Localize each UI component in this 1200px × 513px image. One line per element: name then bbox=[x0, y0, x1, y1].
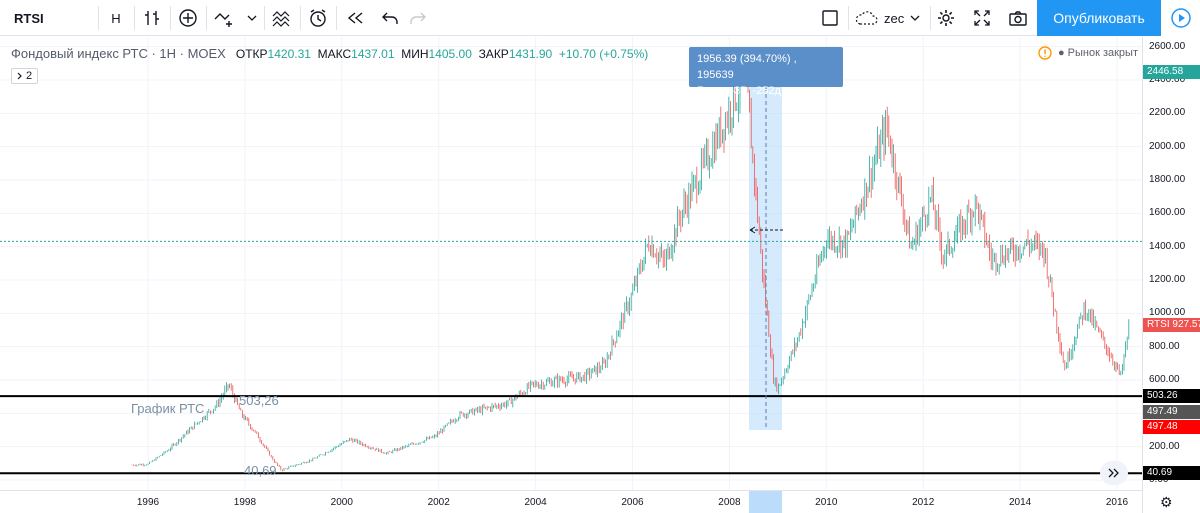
toolbar-divider bbox=[98, 6, 99, 30]
price-chart[interactable] bbox=[0, 37, 1142, 490]
chevron-right-icon bbox=[17, 72, 22, 80]
symbol-search-button[interactable]: RTSI bbox=[14, 10, 44, 26]
time-axis-tick: 2006 bbox=[621, 497, 644, 508]
high-label: МАКС bbox=[317, 47, 352, 61]
price-label-last-value: 927.57 bbox=[1172, 319, 1200, 331]
chevron-down-icon bbox=[910, 15, 920, 21]
price-axis-tick: 2600.00 bbox=[1149, 40, 1186, 52]
interval-button[interactable]: H bbox=[111, 10, 121, 26]
price-axis-tick: 1400.00 bbox=[1149, 240, 1186, 252]
time-axis-tick: 2012 bbox=[912, 497, 935, 508]
scroll-to-realtime-button[interactable] bbox=[1100, 461, 1128, 485]
chart-grid bbox=[0, 37, 1142, 490]
price-axis-tick: 1600.00 bbox=[1149, 207, 1186, 219]
price-axis-tick: 800.00 bbox=[1149, 340, 1180, 352]
time-axis-tick: 2002 bbox=[427, 497, 450, 508]
undo-icon[interactable] bbox=[376, 0, 404, 36]
close-label: ЗАКР bbox=[478, 47, 509, 61]
price-label-mid-2: 497.48 bbox=[1143, 420, 1200, 435]
low-value: 1405.00 bbox=[428, 47, 472, 61]
price-axis-tick: 600.00 bbox=[1149, 374, 1180, 385]
price-axis-tick: 2000.00 bbox=[1149, 140, 1186, 152]
open-label: ОТКР bbox=[235, 47, 268, 61]
time-axis-tick: 2016 bbox=[1105, 497, 1129, 508]
toolbar-divider bbox=[264, 6, 265, 30]
market-status: ● Рынок закрыт bbox=[1038, 46, 1138, 60]
warning-icon bbox=[1038, 46, 1052, 60]
annotation-level-1: 503,26 bbox=[239, 393, 279, 408]
layout-square-icon[interactable] bbox=[816, 0, 844, 36]
price-label-mid-1: 497.49 bbox=[1143, 405, 1200, 420]
cloud-icon bbox=[855, 11, 878, 25]
time-axis-tick: 2004 bbox=[524, 497, 547, 508]
toolbar-divider bbox=[170, 6, 171, 30]
collapse-count: 2 bbox=[25, 70, 33, 82]
price-axis-tick: 2400.00 bbox=[1149, 74, 1186, 85]
selection-highlight bbox=[749, 77, 782, 430]
gear-icon[interactable] bbox=[932, 0, 960, 36]
price-axis[interactable]: 2600.00 2400.00 2200.00 2000.00 1800.00 1600.… bbox=[1142, 37, 1200, 513]
annotation-title: График РТС bbox=[131, 401, 205, 416]
time-axis-tick: 1998 bbox=[233, 497, 257, 508]
redo-icon[interactable] bbox=[404, 0, 432, 36]
time-axis-tick: 2010 bbox=[815, 497, 838, 508]
price-axis-tick: 1800.00 bbox=[1149, 174, 1186, 185]
top-toolbar: RTSI H zec bbox=[0, 0, 1200, 36]
tooltip-line-2: Бары: -35, -252д bbox=[697, 85, 781, 97]
legend-collapse-button[interactable]: 2 bbox=[11, 68, 38, 84]
time-axis-tick: 2014 bbox=[1008, 497, 1032, 508]
price-label-top: 2446.58 bbox=[1143, 65, 1200, 80]
templates-icon[interactable] bbox=[268, 0, 296, 36]
legend-title: Фондовый индекс РТС · 1Н · MOEX bbox=[11, 46, 226, 61]
toolbar-divider bbox=[206, 6, 207, 30]
time-axis-tick: 1996 bbox=[136, 497, 160, 508]
price-axis-tick: 1000.00 bbox=[1149, 307, 1186, 319]
price-label-last: RTSI 927.57 bbox=[1143, 318, 1200, 333]
cloud-save-button[interactable]: zec bbox=[854, 0, 926, 36]
price-axis-tick: 200.00 bbox=[1149, 440, 1180, 452]
bar-style-icon[interactable] bbox=[138, 0, 166, 36]
price-label-level-2: 40.69 bbox=[1143, 466, 1200, 481]
indicators-plus-icon[interactable] bbox=[174, 0, 202, 36]
axis-settings-icon[interactable]: ⚙ bbox=[1160, 494, 1173, 510]
measure-arrow-icon bbox=[749, 226, 783, 234]
measure-tooltip: 1956.39 (394.70%) , 195639 Бары: -35, -2… bbox=[689, 47, 843, 97]
alarm-clock-icon[interactable] bbox=[304, 0, 332, 36]
fullscreen-icon[interactable] bbox=[968, 0, 996, 36]
double-chevron-right-icon bbox=[1108, 468, 1119, 478]
toolbar-divider bbox=[848, 6, 849, 30]
tooltip-line-1: 1956.39 (394.70%) , 195639 bbox=[697, 53, 797, 81]
play-icon[interactable] bbox=[1161, 0, 1200, 36]
chevron-down-icon[interactable] bbox=[244, 0, 260, 36]
price-axis-tick: 2200.00 bbox=[1149, 107, 1186, 119]
annotation-level-2: 40,69 bbox=[244, 463, 277, 478]
open-value: 1420.31 bbox=[267, 47, 311, 61]
price-label-last-name: RTSI bbox=[1147, 319, 1170, 331]
price-axis-tick: 1200.00 bbox=[1149, 274, 1186, 285]
publish-button[interactable]: Опубликовать bbox=[1037, 0, 1161, 36]
compare-icon[interactable] bbox=[210, 0, 238, 36]
time-axis-tick: 2008 bbox=[718, 497, 741, 508]
timezone-label: zec bbox=[884, 10, 905, 26]
replay-icon[interactable] bbox=[342, 0, 370, 36]
high-value: 1437.01 bbox=[351, 47, 395, 61]
low-label: МИН bbox=[401, 47, 429, 61]
market-status-text: ● Рынок закрыт bbox=[1057, 47, 1138, 59]
toolbar-divider bbox=[930, 6, 931, 30]
time-axis-tick: 2000 bbox=[330, 497, 353, 508]
camera-icon[interactable] bbox=[1004, 0, 1032, 36]
toolbar-divider bbox=[134, 6, 135, 30]
time-axis[interactable]: 1996 1998 2000 2002 2004 2006 2008 2010 2012 2014… bbox=[0, 490, 1142, 513]
change-value: +10.70 (+0.75%) bbox=[558, 47, 649, 61]
toolbar-divider bbox=[336, 6, 337, 30]
chart-legend: Фондовый индекс РТС · 1Н · MOEX ОТКР1420… bbox=[11, 46, 648, 61]
close-value: 1431.90 bbox=[508, 47, 553, 61]
time-axis-selection bbox=[749, 491, 782, 513]
toolbar-divider bbox=[300, 6, 301, 30]
price-label-level-1: 503.26 bbox=[1143, 389, 1200, 404]
